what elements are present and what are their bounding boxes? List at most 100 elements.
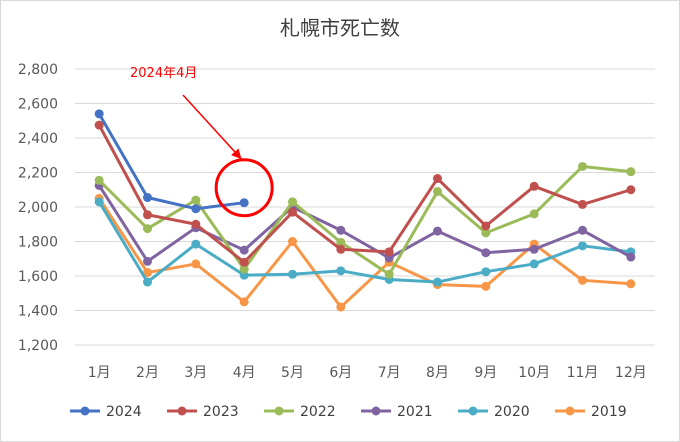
data-point xyxy=(239,198,249,208)
data-point xyxy=(481,281,491,291)
data-point xyxy=(433,186,442,196)
data-point xyxy=(191,219,201,229)
annotation: 2024年4月 xyxy=(130,66,274,218)
chart-title: 札幌市死亡数 xyxy=(280,16,400,40)
legend-item-2023: 2023 xyxy=(167,404,239,420)
data-point xyxy=(578,161,587,171)
data-point xyxy=(578,275,587,285)
data-point xyxy=(529,259,539,269)
data-point xyxy=(239,257,249,267)
data-point xyxy=(529,209,539,219)
data-point xyxy=(191,195,201,205)
data-point xyxy=(288,207,297,217)
x-tick-label: 1月 xyxy=(88,365,111,381)
data-point xyxy=(626,185,636,195)
data-point xyxy=(143,256,152,266)
legend: 2024 2023 2022 2021 2020 2019 xyxy=(70,404,627,420)
y-tick-label: 1,200 xyxy=(18,338,58,354)
data-point xyxy=(336,302,346,312)
data-point xyxy=(529,181,539,191)
series-line xyxy=(97,197,631,309)
data-point xyxy=(143,268,152,278)
x-axis-ticks: 1月 2月 3月 4月 5月 6月 7月 8月 9月 10月 11月 12月 xyxy=(88,365,647,381)
x-tick-label: 9月 xyxy=(474,365,497,381)
data-point xyxy=(143,224,152,234)
series-2022 xyxy=(94,161,636,279)
data-point xyxy=(94,175,104,185)
data-point xyxy=(143,210,152,220)
data-point xyxy=(626,167,636,177)
legend-item-2019: 2019 xyxy=(555,404,627,420)
data-point xyxy=(336,244,346,254)
x-tick-label: 7月 xyxy=(378,365,401,381)
y-tick-label: 2,800 xyxy=(18,62,58,78)
data-point xyxy=(578,225,587,235)
data-point xyxy=(94,197,104,207)
x-tick-label: 11月 xyxy=(567,365,599,381)
y-tick-label: 1,800 xyxy=(18,235,58,251)
legend-marker xyxy=(565,406,575,416)
data-point xyxy=(288,269,297,279)
data-point xyxy=(578,199,587,209)
legend-label: 2023 xyxy=(203,404,239,420)
legend-label: 2021 xyxy=(397,404,433,420)
gridlines xyxy=(75,68,655,346)
legend-label: 2020 xyxy=(494,404,530,420)
y-tick-label: 2,200 xyxy=(18,166,58,182)
legend-label: 2019 xyxy=(591,404,627,420)
data-point xyxy=(94,120,104,130)
y-tick-label: 1,600 xyxy=(18,269,58,285)
x-tick-label: 5月 xyxy=(281,365,304,381)
data-point xyxy=(433,277,442,287)
legend-marker xyxy=(177,406,187,416)
series-line xyxy=(97,184,632,263)
legend-marker xyxy=(371,406,381,416)
data-point xyxy=(626,279,636,289)
data-point xyxy=(336,237,346,247)
y-tick-label: 2,000 xyxy=(18,200,58,216)
x-tick-label: 10月 xyxy=(518,365,550,381)
series-lines xyxy=(94,109,636,312)
legend-marker xyxy=(80,406,90,416)
y-tick-label: 1,400 xyxy=(18,304,58,320)
legend-marker xyxy=(274,406,284,416)
data-point xyxy=(336,225,346,235)
data-point xyxy=(481,228,491,238)
x-tick-label: 2月 xyxy=(136,365,159,381)
data-point xyxy=(191,204,201,214)
series-line xyxy=(97,201,632,284)
series-2020 xyxy=(94,197,636,287)
legend-label: 2022 xyxy=(300,404,336,420)
legend-label: 2024 xyxy=(106,404,142,420)
x-tick-label: 12月 xyxy=(615,365,647,381)
data-point xyxy=(288,237,297,246)
data-point xyxy=(143,277,152,287)
annotation-label: 2024年4月 xyxy=(130,66,197,81)
data-point xyxy=(239,264,249,274)
data-point xyxy=(239,245,249,255)
series-2024 xyxy=(94,109,249,214)
legend-item-2020: 2020 xyxy=(458,404,530,420)
data-point xyxy=(239,297,249,307)
legend-item-2024: 2024 xyxy=(70,404,142,420)
data-point xyxy=(288,197,297,207)
legend-item-2022: 2022 xyxy=(264,404,336,420)
data-point xyxy=(191,239,201,249)
data-point xyxy=(481,267,491,277)
data-point xyxy=(433,226,442,236)
data-point xyxy=(143,193,152,203)
y-tick-label: 2,600 xyxy=(18,97,58,113)
series-2023 xyxy=(94,120,636,267)
x-tick-label: 6月 xyxy=(329,365,352,381)
annotation-arrow xyxy=(182,94,242,160)
data-point xyxy=(384,269,394,279)
y-axis-ticks: 1,200 1,400 1,600 1,800 2,000 2,200 2,400 2,600… xyxy=(18,62,58,354)
data-point xyxy=(529,244,539,254)
highlight-circle xyxy=(214,158,274,218)
data-point xyxy=(336,266,346,276)
data-point xyxy=(626,252,636,262)
x-tick-label: 4月 xyxy=(233,365,256,381)
data-point xyxy=(481,221,491,231)
data-point xyxy=(94,109,104,119)
